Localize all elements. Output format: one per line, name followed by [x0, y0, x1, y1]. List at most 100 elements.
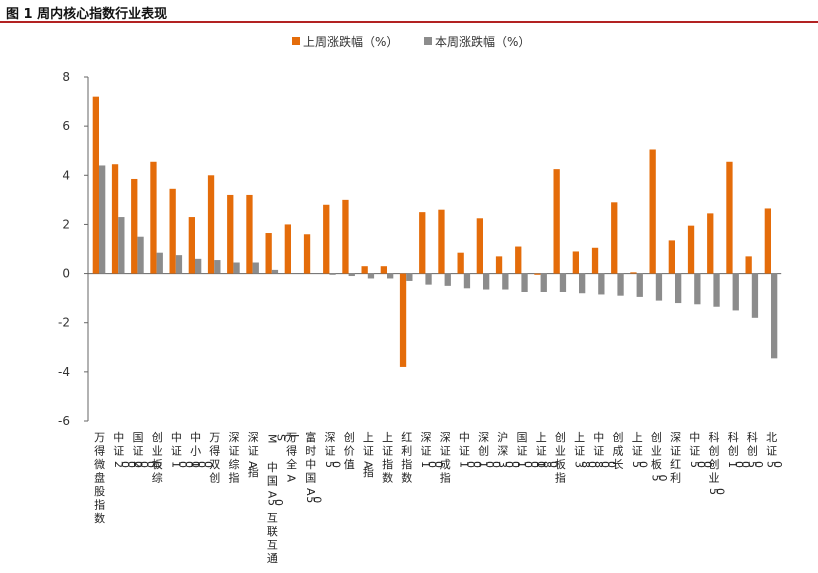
- x-category-label: 创业板 50: [649, 431, 669, 482]
- x-category-label: 国证 1000: [515, 431, 548, 468]
- bar-this-week: [540, 273, 547, 292]
- y-tick-label: 8: [62, 70, 70, 84]
- x-category-label: 富时中国 A 50: [304, 430, 324, 503]
- bar-this-week: [137, 236, 144, 274]
- bar-last-week: [399, 273, 407, 367]
- bar-this-week: [99, 165, 106, 274]
- x-category-label: 深证 A 指: [246, 431, 259, 479]
- bar-last-week: [265, 233, 272, 274]
- bar-this-week: [559, 273, 567, 292]
- x-category-label: 中证 100: [457, 431, 483, 468]
- x-category-label: MSCI 中国 A 50 互联互通: [265, 434, 301, 565]
- x-category-label: 上证 A 指: [361, 431, 374, 479]
- x-category-label: 中证 2000: [112, 431, 145, 468]
- bar-last-week: [649, 149, 656, 274]
- x-category-label: 中证 1000: [169, 431, 202, 468]
- x-category-label: 创业板综: [152, 431, 163, 485]
- x-category-label: 深证综指: [229, 431, 240, 485]
- x-category-label: 沪深 300: [496, 430, 522, 468]
- x-category-label: 创价值: [344, 431, 355, 471]
- bar-last-week: [92, 96, 99, 274]
- bar-last-week: [515, 246, 522, 274]
- legend-label-last-week: 上周涨跌幅（%）: [303, 34, 398, 49]
- y-tick-label: 0: [62, 267, 70, 281]
- bar-last-week: [380, 266, 387, 274]
- x-category-label: 中证 800: [592, 431, 618, 468]
- bar-this-week: [502, 273, 509, 290]
- bar-last-week: [707, 213, 714, 274]
- x-category-label: 中小 100: [189, 431, 215, 468]
- bar-this-week: [521, 273, 528, 292]
- x-category-label: 深证 50: [323, 431, 343, 468]
- x-category-label: 上证 50: [630, 431, 650, 468]
- bar-last-week: [668, 240, 675, 274]
- bar-this-week: [579, 273, 586, 294]
- bar-last-week: [687, 225, 695, 274]
- bar-last-week: [553, 169, 560, 274]
- bar-this-week: [271, 269, 279, 274]
- bar-this-week: [636, 273, 643, 297]
- bar-this-week: [598, 273, 605, 295]
- y-tick-label: 4: [62, 168, 70, 182]
- bar-this-week: [732, 273, 739, 311]
- bar-this-week: [771, 273, 778, 359]
- bar-last-week: [726, 161, 733, 274]
- bar-last-week: [169, 188, 176, 274]
- bar-last-week: [188, 217, 195, 274]
- x-category-label: 科创 50: [745, 430, 765, 468]
- bar-this-week: [214, 260, 221, 274]
- y-tick-label: 2: [62, 217, 70, 231]
- x-category-label: 北证 50: [765, 431, 785, 468]
- bar-last-week: [207, 175, 215, 274]
- bar-last-week: [438, 209, 445, 274]
- bar-last-week: [150, 161, 157, 274]
- legend-label-this-week: 本周涨跌幅（%）: [435, 34, 530, 49]
- x-category-label: 万得全 A: [285, 431, 298, 483]
- x-category-label: 深证红利: [670, 431, 681, 485]
- bar-last-week: [572, 251, 579, 274]
- x-category-label: 深证成指: [440, 431, 451, 485]
- bar-last-week: [745, 256, 752, 274]
- bar-this-week: [175, 255, 183, 274]
- bar-last-week: [764, 208, 771, 274]
- y-tick-label: -2: [58, 316, 70, 330]
- y-axis: 8 6 4 2 0 -2 -4 -6: [58, 70, 782, 428]
- bar-last-week: [591, 247, 599, 274]
- bars: [92, 96, 778, 367]
- x-category-label: 中证 500: [688, 431, 714, 468]
- x-category-label: 创业板指: [555, 431, 566, 485]
- x-category-label: 国证 2000: [131, 431, 164, 468]
- bar-this-week: [348, 273, 355, 277]
- bar-last-week: [111, 164, 119, 274]
- x-category-label: 万得微盘股指数: [94, 431, 105, 525]
- bar-last-week: [457, 252, 464, 274]
- x-category-label: 创成长: [613, 431, 624, 471]
- bar-last-week: [284, 224, 291, 274]
- bar-last-week: [131, 178, 138, 274]
- x-category-label: 红利指数: [401, 431, 412, 485]
- bar-this-week: [387, 273, 394, 279]
- bar-last-week: [611, 202, 618, 274]
- bar-last-week: [495, 256, 503, 274]
- bar-last-week: [323, 204, 330, 274]
- title-rule: [0, 21, 818, 23]
- bar-last-week: [476, 218, 483, 274]
- bar-this-week: [617, 273, 624, 296]
- x-category-label: 科创创业 50: [707, 430, 727, 495]
- x-category-label: 上证指数: [382, 431, 393, 485]
- bar-this-week: [444, 273, 451, 286]
- bar-this-week: [406, 273, 413, 281]
- bar-last-week: [419, 212, 426, 274]
- bar-this-week: [694, 273, 701, 305]
- bar-this-week: [252, 262, 259, 274]
- x-category-label: 上证 380: [573, 431, 599, 468]
- y-tick-label: 6: [62, 119, 70, 133]
- bar-this-week: [367, 273, 375, 279]
- bar-last-week: [246, 194, 253, 274]
- bar-this-week: [425, 273, 432, 285]
- legend-swatch-last-week: [292, 37, 300, 45]
- x-category-label: 深证 100: [419, 431, 445, 468]
- bar-this-week: [329, 273, 336, 275]
